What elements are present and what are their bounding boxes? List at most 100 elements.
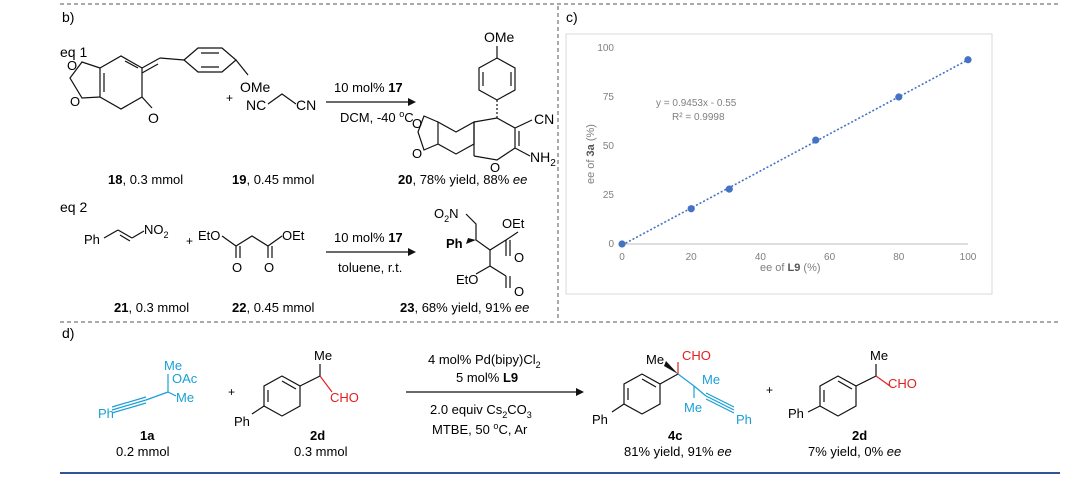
chart-y-tick-label: 50 — [603, 141, 615, 152]
compound-20-caption: 20, 78% yield, 88% ee — [398, 172, 527, 187]
compound-23-o-top: O — [514, 250, 524, 265]
compound-19-cn: CN — [296, 97, 316, 113]
compound-18-o1: O — [67, 58, 77, 73]
eq1-plus: + — [226, 91, 233, 105]
panel-c-label: c) — [566, 9, 578, 25]
compound-1a-oac: OAc — [172, 371, 198, 386]
chart-data-point — [812, 136, 820, 144]
chart-data-point — [725, 185, 733, 193]
chart-y-tick-label: 25 — [603, 190, 615, 201]
compound-4c-caption: 81% yield, 91% ee — [624, 444, 732, 459]
compound-2d-product-label: 2d — [852, 428, 867, 443]
compound-4c-me: Me — [646, 352, 664, 367]
compound-21-bonds — [103, 229, 145, 242]
panel-d-plus-1: + — [228, 385, 235, 399]
chart-y-tick-label: 0 — [608, 239, 614, 250]
compound-4c-me3: Me — [684, 400, 702, 415]
compound-2d-ph: Ph — [234, 414, 250, 429]
chart-x-tick-label: 80 — [893, 252, 905, 263]
eq1-conditions-top: 10 mol% 17 — [334, 80, 403, 95]
eq2-plus: + — [186, 234, 193, 248]
panel-d-condition-2: 5 mol% L9 — [456, 370, 518, 385]
chart-x-tick-label: 100 — [960, 252, 977, 263]
panel-b-label: b) — [62, 9, 74, 25]
compound-2d-cho: CHO — [330, 390, 359, 405]
compound-23-oet: OEt — [502, 216, 525, 231]
compound-20-ome: OMe — [484, 29, 515, 45]
compound-19-caption: 19, 0.45 mmol — [232, 172, 314, 187]
compound-1a-bonds — [111, 374, 177, 414]
compound-23-bonds — [465, 213, 519, 288]
compound-2d-bonds — [251, 364, 333, 417]
chart-y-tick-label: 75 — [603, 92, 615, 103]
panel-d-label: d) — [62, 325, 74, 341]
eq2-conditions-top: 10 mol% 17 — [334, 230, 403, 245]
chart-r2: R² = 0.9998 — [672, 112, 725, 123]
compound-22-caption: 22, 0.45 mmol — [232, 300, 314, 315]
compound-18-ome: OMe — [240, 79, 271, 95]
compound-18-carbonyl-o: O — [148, 110, 159, 126]
compound-2d-product-ph: Ph — [788, 406, 804, 421]
compound-4c-label: 4c — [668, 428, 682, 443]
chart-y-tick-label: 100 — [597, 43, 614, 54]
compound-18-caption: 18, 0.3 mmol — [108, 172, 183, 187]
compound-4c-wedge — [664, 361, 678, 374]
panel-d-condition-4: MTBE, 50 oC, Ar — [432, 421, 528, 437]
compound-20-o-b: O — [412, 146, 422, 161]
compound-1a-ph: Ph — [98, 406, 114, 421]
panel-d-condition-3: 2.0 equiv Cs2CO3 — [430, 402, 532, 420]
compound-18-structure — [69, 47, 249, 110]
compound-1a-me: Me — [164, 358, 182, 373]
compound-20-o-ring: O — [490, 160, 500, 175]
eq2-label: eq 2 — [60, 199, 87, 215]
chart-frame — [565, 33, 993, 295]
compound-23-o2n: O2N — [434, 206, 459, 224]
eq1-conditions-bottom: DCM, -40 oC — [340, 109, 414, 125]
chart-data-point — [964, 56, 972, 64]
compound-23-wedge — [466, 238, 476, 244]
panel-d-plus-2: + — [766, 383, 773, 397]
panel-d-condition-1: 4 mol% Pd(bipy)Cl2 — [428, 352, 541, 370]
compound-19-bonds — [267, 93, 297, 105]
compound-1a-amount: 0.2 mmol — [116, 444, 170, 459]
eq2-arrow-head — [408, 248, 416, 256]
compound-2d-product-caption: 7% yield, 0% ee — [808, 444, 901, 459]
compound-23-ph: Ph — [446, 236, 463, 251]
chart-x-tick-label: 0 — [619, 252, 625, 263]
compound-22-o2: O — [264, 260, 274, 275]
chart-data-point — [618, 240, 626, 248]
compound-4c-ph-alkyne: Ph — [736, 412, 752, 427]
compound-1a-me2: Me — [176, 390, 194, 405]
compound-21-no2: NO2 — [144, 222, 169, 240]
compound-18-o2: O — [70, 94, 80, 109]
compound-21-ph: Ph — [84, 232, 100, 247]
compound-21-caption: 21, 0.3 mmol — [114, 300, 189, 315]
compound-4c-me2: Me — [702, 372, 720, 387]
compound-2d-product-me: Me — [870, 348, 888, 363]
compound-2d-amount: 0.3 mmol — [294, 444, 348, 459]
compound-22-eto: EtO — [198, 228, 220, 243]
chart-x-axis-title: ee of L9 (%) — [760, 262, 821, 274]
compound-23-o-bottom: O — [514, 284, 524, 299]
compound-22-o1: O — [232, 260, 242, 275]
panel-d-arrow-head — [576, 388, 584, 396]
compound-19-nc: NC — [246, 97, 266, 113]
eq1-label: eq 1 — [60, 44, 87, 60]
compound-4c-ph: Ph — [592, 412, 608, 427]
chart-data-point — [687, 205, 695, 213]
chart-points — [618, 56, 972, 248]
compound-20-structure — [417, 46, 533, 161]
chart-x-tick-label: 20 — [686, 252, 698, 263]
compound-2d-me: Me — [314, 348, 332, 363]
compound-1a-label: 1a — [140, 428, 155, 443]
chart-x-tick-label: 40 — [755, 252, 767, 263]
compound-22-oet: OEt — [282, 228, 305, 243]
compound-23-caption: 23, 68% yield, 91% ee — [400, 300, 529, 315]
compound-2d-product-cho: CHO — [888, 376, 917, 391]
chart-equation: y = 0.9453x - 0.55 — [656, 98, 737, 109]
chart-tick-labels: 0 20 40 60 80 100 0 25 50 75 100 — [597, 43, 976, 263]
chart-x-tick-label: 60 — [824, 252, 836, 263]
compound-23-eto: EtO — [456, 272, 478, 287]
